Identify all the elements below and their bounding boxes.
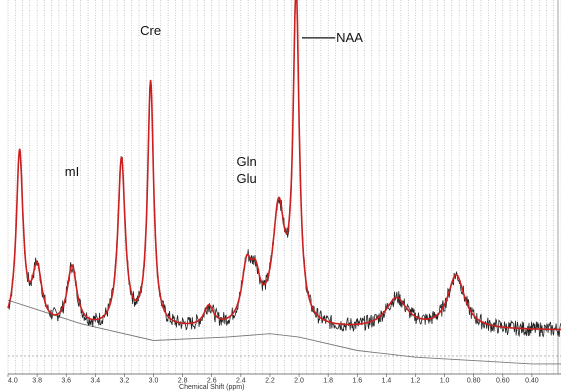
x-tick-label: 3.4 xyxy=(90,378,100,385)
peak-label-gln: Gln xyxy=(237,154,257,169)
x-tick-label: 2.4 xyxy=(236,378,246,385)
spectrum-line xyxy=(7,0,561,338)
peak-label-glu: Glu xyxy=(237,171,257,186)
x-tick-label: 0.40 xyxy=(525,378,539,385)
x-tick-label: 0.80 xyxy=(467,378,481,385)
baseline-curve xyxy=(7,299,561,365)
x-tick-label: 3.2 xyxy=(120,378,130,385)
x-tick-label: 1.0 xyxy=(440,378,450,385)
x-axis-title: Chemical Shift (ppm) xyxy=(179,384,244,391)
x-tick-label: 3.8 xyxy=(32,378,42,385)
x-tick-label: 3.6 xyxy=(61,378,71,385)
peak-label-mi: mI xyxy=(65,164,79,179)
x-tick-label: 2.6 xyxy=(207,378,217,385)
x-tick-label: 1.2 xyxy=(411,378,421,385)
fit-line xyxy=(7,0,561,331)
x-axis-ticks: 4.0 3.8 3.6 3.4 3.2 3.0 2.8 2.6 2.4 2.2 2.0 1.8 1.6 1… xyxy=(7,374,539,385)
x-tick-label: 2.0 xyxy=(294,378,304,385)
x-tick-label: 1.8 xyxy=(323,378,333,385)
x-tick-label: 4.0 xyxy=(8,378,18,385)
x-tick-label: 2.2 xyxy=(265,378,275,385)
x-tick-label: 0.60 xyxy=(496,378,510,385)
peak-label-cre: Cre xyxy=(140,23,161,38)
peak-label-naa: NAA xyxy=(336,30,363,45)
peak-annotations: mI Cre Gln Glu NAA xyxy=(65,23,363,186)
x-tick-label: 1.6 xyxy=(352,378,362,385)
x-tick-label: 2.8 xyxy=(178,378,188,385)
x-tick-label: 3.0 xyxy=(149,378,159,385)
x-tick-label: 1.4 xyxy=(382,378,392,385)
